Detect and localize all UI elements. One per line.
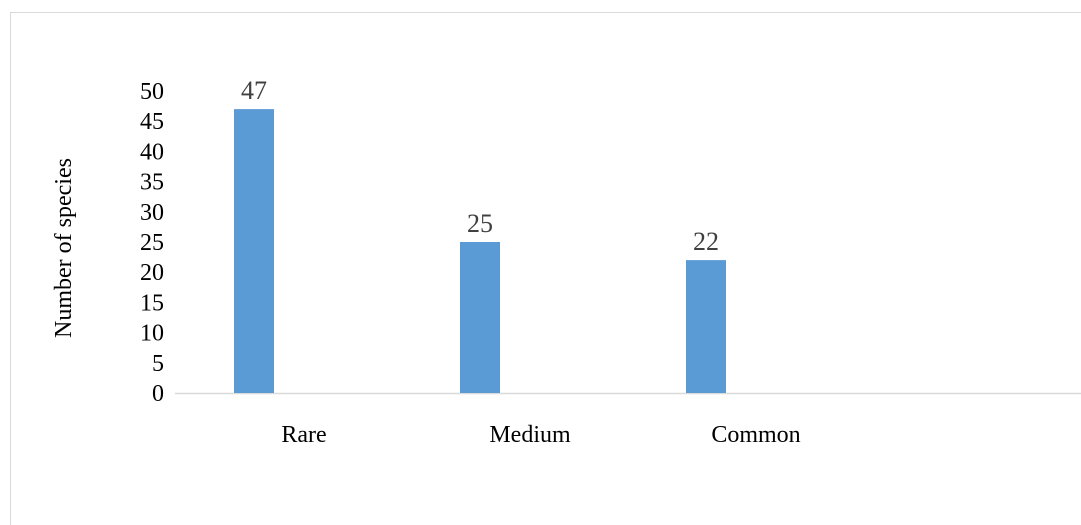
- bar-common: [686, 260, 726, 393]
- data-label-common: 22: [693, 227, 719, 256]
- bar-rare: [234, 109, 274, 394]
- y-tick-label: 15: [140, 290, 164, 316]
- bar-medium: [460, 242, 500, 393]
- y-tick-label: 20: [140, 260, 164, 286]
- y-tick-label: 45: [140, 109, 164, 135]
- category-label-common: Common: [711, 422, 800, 448]
- y-tick-label: 30: [140, 200, 164, 226]
- bars: [234, 109, 726, 394]
- y-tick-label: 5: [152, 351, 164, 377]
- y-axis-title: Number of species: [51, 158, 77, 338]
- category-labels: Rare Medium Common: [281, 422, 800, 448]
- data-label-medium: 25: [467, 209, 493, 238]
- y-tick-label: 50: [140, 79, 164, 105]
- y-tick-label: 10: [140, 321, 164, 347]
- data-label-rare: 47: [241, 76, 267, 105]
- chart-frame: [10, 12, 1081, 525]
- y-tick-label: 35: [140, 170, 164, 196]
- y-tick-label: 0: [152, 381, 164, 407]
- y-tick-label: 25: [140, 230, 164, 256]
- y-axis-ticks: 0 5 10 15 20 25 30 35 40 45 50: [140, 79, 164, 407]
- data-labels: 47 25 22: [241, 76, 719, 256]
- category-label-rare: Rare: [281, 422, 326, 448]
- y-tick-label: 40: [140, 139, 164, 165]
- category-label-medium: Medium: [489, 422, 571, 448]
